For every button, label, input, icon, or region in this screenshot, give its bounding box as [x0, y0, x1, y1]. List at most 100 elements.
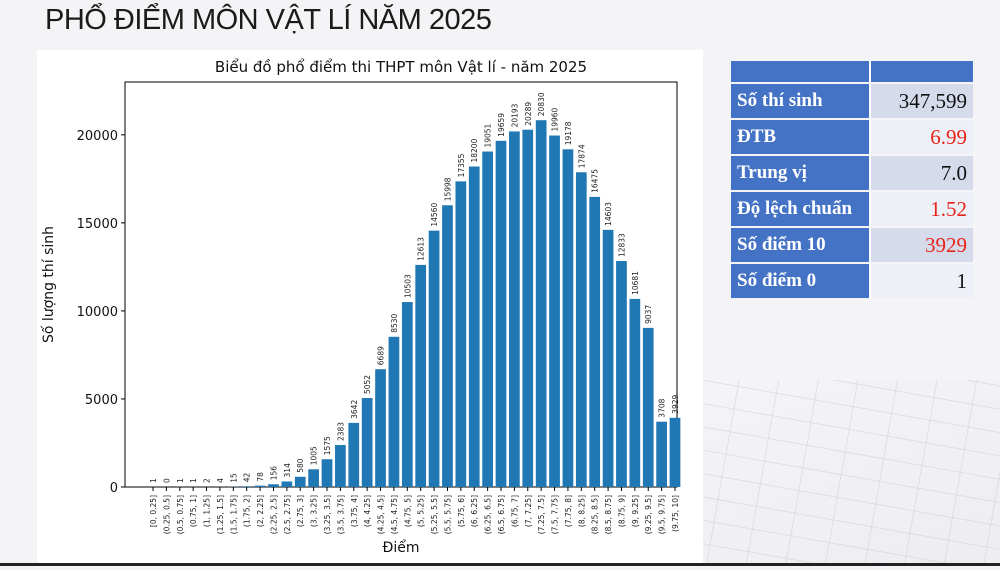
bar-value-label: 3708	[658, 398, 667, 417]
x-tick-label: (0.25, 0.5]	[162, 495, 171, 534]
x-tick-label: (5.25, 5.5]	[430, 495, 439, 534]
x-tick-label: (8.5, 8.75]	[604, 495, 613, 534]
x-tick-label: (0.5, 0.75]	[176, 495, 185, 534]
bar-value-label: 2383	[336, 422, 345, 441]
x-tick-label: (5.75, 6]	[457, 495, 466, 527]
stat-label: Số thí sinh	[731, 84, 871, 118]
bar-value-label: 1005	[310, 446, 319, 465]
bar	[603, 230, 614, 487]
bar-value-label: 4	[216, 478, 225, 483]
stat-label: Số điểm 0	[731, 264, 871, 298]
x-tick-label: (6, 6.25]	[470, 495, 479, 527]
bar	[429, 231, 440, 487]
x-tick-label: (3.75, 4]	[350, 495, 359, 527]
stat-label: Độ lệch chuẩn	[731, 192, 871, 226]
x-tick-label: (3, 3.25]	[310, 495, 319, 527]
x-tick-label: (3.25, 3.5]	[323, 495, 332, 534]
stat-value: 3929	[871, 228, 973, 262]
stat-value: 347,599	[871, 84, 973, 118]
bar	[348, 423, 359, 487]
bar	[255, 486, 266, 487]
bar-value-label: 1575	[323, 436, 332, 455]
bar-value-label: 14560	[430, 203, 439, 227]
bar	[629, 299, 640, 487]
bar-value-label: 12833	[617, 233, 626, 257]
bar	[402, 302, 413, 487]
bar-value-label: 20193	[510, 103, 519, 127]
bar	[375, 369, 386, 487]
y-tick-label: 5000	[85, 393, 118, 408]
bar-value-label: 12613	[417, 237, 426, 261]
x-tick-label: (9.75, 10]	[671, 495, 680, 532]
stat-label: Trung vị	[731, 156, 871, 190]
x-tick-label: (6.75, 7]	[510, 495, 519, 527]
page-title: PHỔ ĐIỂM MÔN VẬT LÍ NĂM 2025	[45, 4, 491, 37]
bar	[496, 141, 507, 487]
bar	[656, 422, 667, 487]
bar-value-label: 19178	[564, 121, 573, 145]
bar-value-label: 3642	[350, 400, 359, 419]
bar-value-label: 9037	[644, 305, 653, 324]
stat-label: Số điểm 10	[731, 228, 871, 262]
x-axis-label: Điểm	[383, 539, 420, 556]
bar-value-label: 20289	[524, 102, 533, 126]
x-tick-label: (7.25, 7.5]	[537, 495, 546, 534]
bar	[589, 197, 600, 487]
bar	[522, 130, 533, 487]
bar	[455, 181, 466, 487]
histogram-chart: Biểu đồ phổ điểm thi THPT môn Vật lí - n…	[37, 50, 703, 566]
x-tick-label: (2.5, 2.75]	[283, 495, 292, 534]
bar	[482, 152, 493, 487]
bar-value-label: 18200	[470, 138, 479, 162]
x-tick-label: (8.75, 9]	[617, 495, 626, 527]
x-tick-label: (4, 4.25]	[363, 495, 372, 527]
bar	[576, 172, 587, 487]
stat-value: 1	[871, 264, 973, 298]
header-cell	[871, 61, 973, 82]
bar	[362, 398, 373, 487]
bar-value-label: 1	[149, 478, 158, 483]
bar	[536, 120, 547, 487]
bar-value-label: 19659	[497, 113, 506, 137]
x-tick-label: (6.5, 6.75]	[497, 495, 506, 534]
bar-value-label: 314	[283, 463, 292, 478]
x-tick-label: (9, 9.25]	[631, 495, 640, 527]
bar-value-label: 17355	[457, 153, 466, 177]
bar-value-label: 1	[176, 478, 185, 483]
x-tick-label: (1.25, 1.5]	[216, 495, 225, 534]
bar	[509, 131, 520, 487]
bar-value-label: 0	[162, 478, 171, 483]
bar-value-label: 15	[229, 473, 238, 483]
bar-value-label: 156	[269, 466, 278, 481]
y-tick-label: 10000	[77, 305, 118, 320]
x-tick-label: (1.5, 1.75]	[229, 495, 238, 534]
bar	[335, 445, 346, 487]
y-tick-label: 15000	[77, 217, 118, 232]
chart-title: Biểu đồ phổ điểm thi THPT môn Vật lí - n…	[215, 58, 587, 76]
x-tick-label: (3.5, 3.75]	[336, 495, 345, 534]
bar-value-label: 2	[203, 478, 212, 483]
bar	[670, 418, 681, 487]
x-tick-label: (7.75, 8]	[564, 495, 573, 527]
bar-value-label: 3929	[671, 395, 680, 414]
x-tick-label: (0.75, 1]	[189, 495, 198, 527]
bar-value-label: 16475	[591, 169, 600, 193]
bar	[268, 484, 279, 487]
x-tick-label: (4.75, 5]	[403, 495, 412, 527]
bar-value-label: 6689	[377, 346, 386, 365]
bar-value-label: 10503	[403, 274, 412, 298]
bar-value-label: 14603	[604, 202, 613, 226]
x-tick-label: (1.75, 2]	[243, 495, 252, 527]
x-tick-label: (9.25, 9.5]	[644, 495, 653, 534]
x-tick-label: (1, 1.25]	[203, 495, 212, 527]
bar-value-label: 580	[296, 458, 305, 473]
bar-value-label: 19051	[484, 123, 493, 147]
stats-header-row	[731, 61, 973, 82]
